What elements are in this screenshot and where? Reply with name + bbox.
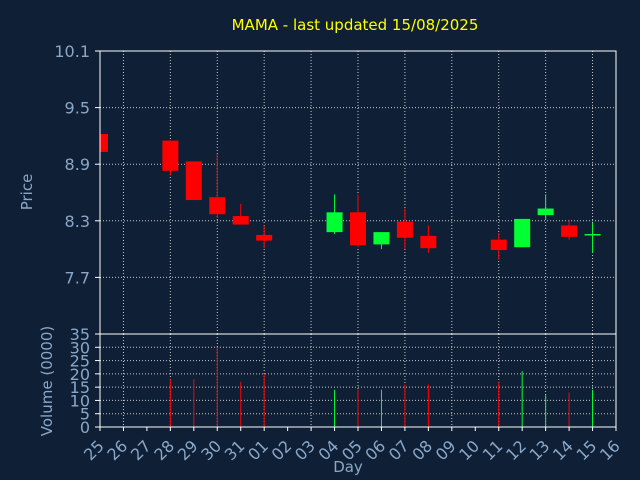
candle-body [490,239,507,251]
price-tick-label: 8.3 [65,212,90,231]
candle-body [396,221,413,238]
candles [99,134,601,260]
candle-body [100,134,108,152]
volume-tick-label: 20 [70,365,90,384]
candle-body [232,216,249,225]
price-tick-label: 8.9 [65,155,90,174]
volume-tick-label: 30 [70,338,90,357]
chart-title: MAMA - last updated 15/08/2025 [232,16,479,34]
candle-body [584,234,601,236]
candle-body [326,212,343,233]
price-axis-label: Price [18,174,36,211]
volume-tick-label: 25 [70,352,90,371]
volume-tick-label: 35 [70,325,90,344]
candle-body [537,208,554,216]
candle-body [561,225,578,237]
price-tick-labels: 10.1 9.5 8.9 8.3 7.7 [54,42,100,287]
volume-bars [169,347,594,427]
candle-body [185,161,202,201]
volume-tick-label: 10 [70,391,90,410]
candle-body [162,140,179,171]
price-tick-label: 7.7 [65,268,90,287]
price-tick-label: 10.1 [54,42,90,61]
candle-body [373,232,390,245]
candle-body [256,234,273,241]
price-tick-label: 9.5 [65,99,90,118]
candle-body [514,218,531,248]
volume-tick-label: 5 [80,405,90,424]
volume-tick-label: 0 [80,418,90,437]
candle-body [209,197,226,215]
volume-grid [100,334,616,427]
candle-body [350,212,366,246]
volume-panel-frame [99,333,617,428]
volume-axis-label: Volume (0000) [38,326,56,436]
x-axis-label: Day [333,458,363,476]
candle-body [420,235,437,249]
panel-frames [99,50,617,428]
volume-tick-label: 15 [70,378,90,397]
